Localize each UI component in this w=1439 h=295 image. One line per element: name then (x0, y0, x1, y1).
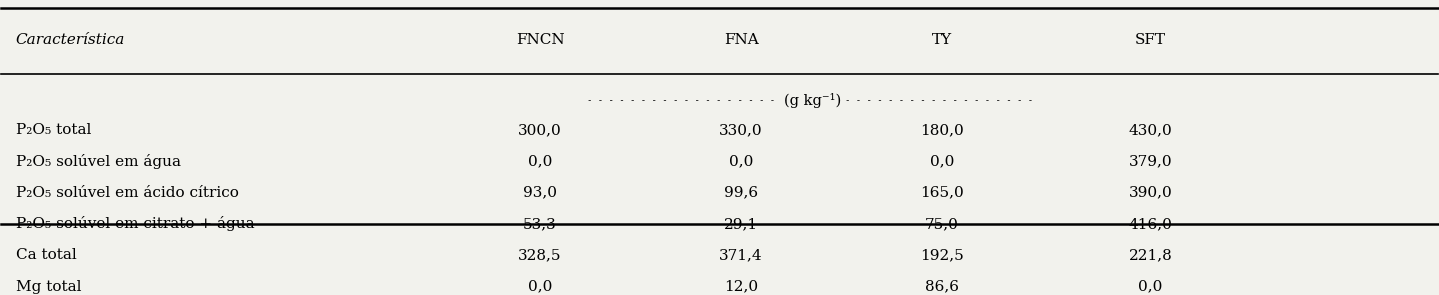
Text: (g kg⁻¹): (g kg⁻¹) (784, 93, 842, 108)
Text: 0,0: 0,0 (1138, 280, 1163, 294)
Text: SFT: SFT (1135, 33, 1166, 47)
Text: 99,6: 99,6 (724, 186, 758, 199)
Text: 390,0: 390,0 (1128, 186, 1173, 199)
Text: 75,0: 75,0 (925, 217, 958, 231)
Text: 416,0: 416,0 (1128, 217, 1173, 231)
Text: 165,0: 165,0 (920, 186, 964, 199)
Text: 300,0: 300,0 (518, 123, 561, 137)
Text: Ca total: Ca total (16, 248, 76, 262)
Text: 0,0: 0,0 (930, 154, 954, 168)
Text: 192,5: 192,5 (920, 248, 964, 262)
Text: P₂O₅ total: P₂O₅ total (16, 123, 91, 137)
Text: - - - - - - - - - - - - - - - - - - - - - - - - - - - - - - - - - - - - - - - - : - - - - - - - - - - - - - - - - - - - - … (587, 96, 1039, 105)
Text: TY: TY (932, 33, 953, 47)
Text: 328,5: 328,5 (518, 248, 561, 262)
Text: P₂O₅ solúvel em citrato + água: P₂O₅ solúvel em citrato + água (16, 217, 255, 231)
Text: 0,0: 0,0 (528, 154, 553, 168)
Text: 371,4: 371,4 (720, 248, 763, 262)
Text: 86,6: 86,6 (925, 280, 960, 294)
Text: 379,0: 379,0 (1128, 154, 1173, 168)
Text: P₂O₅ solúvel em ácido cítrico: P₂O₅ solúvel em ácido cítrico (16, 186, 239, 199)
Text: 12,0: 12,0 (724, 280, 758, 294)
Text: 180,0: 180,0 (920, 123, 964, 137)
Text: P₂O₅ solúvel em água: P₂O₅ solúvel em água (16, 154, 181, 169)
Text: 330,0: 330,0 (720, 123, 763, 137)
Text: 0,0: 0,0 (730, 154, 753, 168)
Text: FNA: FNA (724, 33, 758, 47)
Text: FNCN: FNCN (515, 33, 564, 47)
Text: 221,8: 221,8 (1128, 248, 1173, 262)
Text: Característica: Característica (16, 33, 125, 47)
Text: 29,1: 29,1 (724, 217, 758, 231)
Text: 53,3: 53,3 (524, 217, 557, 231)
Text: 93,0: 93,0 (522, 186, 557, 199)
Text: Mg total: Mg total (16, 280, 81, 294)
Text: 430,0: 430,0 (1128, 123, 1173, 137)
Text: 0,0: 0,0 (528, 280, 553, 294)
